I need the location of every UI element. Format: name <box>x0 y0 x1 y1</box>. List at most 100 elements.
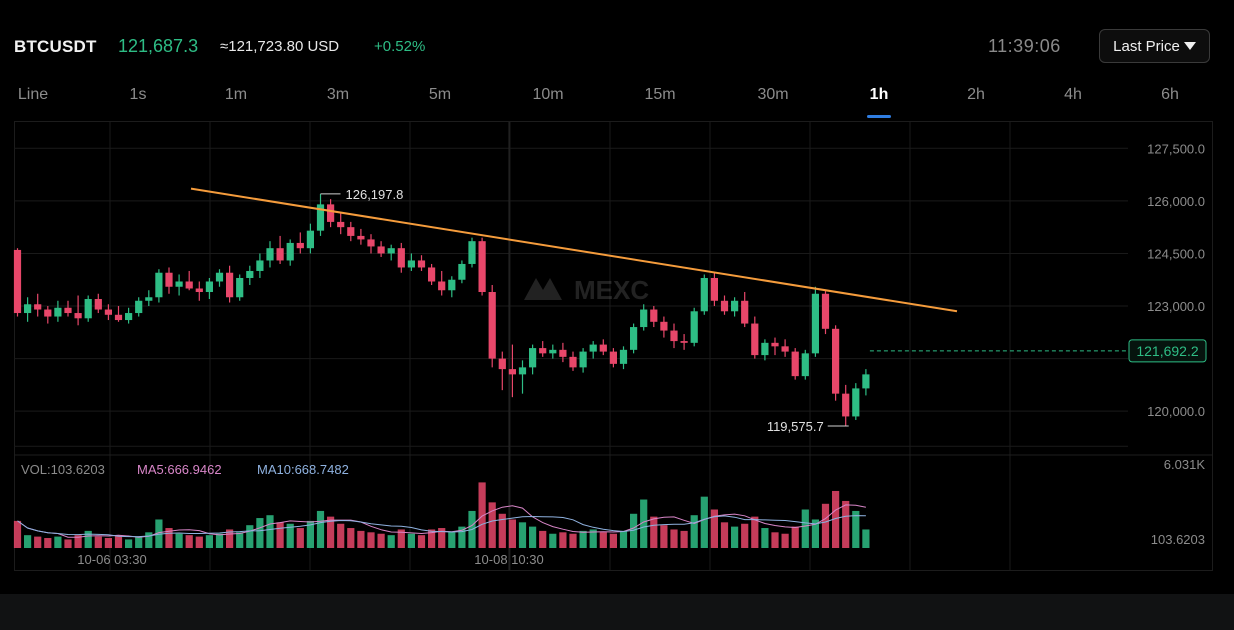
volume-bar <box>488 502 496 548</box>
candle-body <box>862 374 870 389</box>
ma10-legend: MA10:668.7482 <box>257 462 349 477</box>
tab-30m[interactable]: 30m <box>757 86 789 103</box>
tab-1s[interactable]: 1s <box>129 86 147 103</box>
candle-body <box>842 393 850 417</box>
candle-body <box>700 277 708 312</box>
candle-body <box>791 351 799 377</box>
candle-body <box>680 341 688 343</box>
volume-legend: VOL:103.6203 <box>21 462 105 477</box>
candle-body <box>660 321 668 331</box>
volume-bar <box>518 522 527 548</box>
volume-bar <box>852 510 860 548</box>
volume-bar <box>296 528 304 548</box>
volume-bar <box>417 535 426 548</box>
candle-body <box>549 349 557 354</box>
price-axis-label: 120,000.0 <box>1147 404 1205 419</box>
price-axis-label: 127,500.0 <box>1147 141 1205 156</box>
price-axis-label: 126,000.0 <box>1147 194 1205 209</box>
volume-bar <box>24 535 32 548</box>
candle-body <box>468 241 476 264</box>
volume-bar <box>660 525 668 548</box>
volume-bar <box>327 516 335 548</box>
tab-3m[interactable]: 3m <box>326 86 350 103</box>
volume-bar <box>821 503 830 548</box>
volume-bar <box>801 509 809 548</box>
volume-bar <box>508 519 516 548</box>
price-axis-label: 124,500.0 <box>1147 246 1205 261</box>
price-axis-label: 123,000.0 <box>1147 299 1205 314</box>
candle-body <box>559 349 567 357</box>
candle-body <box>650 309 658 322</box>
ma5-legend: MA5:666.9462 <box>137 462 222 477</box>
candle-body <box>236 277 244 298</box>
volume-bar <box>337 523 345 548</box>
candle-body <box>609 351 617 364</box>
candle-body <box>599 344 607 352</box>
tab-10m[interactable]: 10m <box>532 86 564 103</box>
tab-line[interactable]: Line <box>17 86 49 103</box>
volume-bar <box>256 518 264 548</box>
volume-bar <box>832 490 840 548</box>
candle-body <box>771 342 779 347</box>
symbol-name[interactable]: BTCUSDT <box>14 37 97 56</box>
candle-body <box>731 300 739 312</box>
volume-bar <box>670 529 678 548</box>
candle-body <box>155 272 163 298</box>
volume-bar <box>751 516 759 548</box>
volume-bar <box>185 535 193 548</box>
candle-body <box>327 204 335 222</box>
volume-bar <box>316 510 325 548</box>
candle-body <box>337 221 345 228</box>
volume-bar <box>690 515 698 548</box>
candle-body <box>165 272 173 287</box>
tab-2h[interactable]: 2h <box>967 86 985 103</box>
candle-body <box>377 246 385 254</box>
volume-bar <box>741 523 749 548</box>
candle-body <box>832 328 840 394</box>
ticker-header: BTCUSDT 121,687.3 ≈121,723.80 USD +0.52%… <box>0 0 1234 86</box>
candle-body <box>710 277 718 301</box>
candle-body <box>811 293 819 354</box>
volume-bar <box>478 482 486 548</box>
volume-bar <box>650 516 658 548</box>
candle-body <box>347 227 355 236</box>
tab-4h[interactable]: 4h <box>1064 86 1082 103</box>
candle-body <box>215 272 224 282</box>
candle-body <box>125 313 133 321</box>
low-price-label: 119,575.7 <box>767 419 824 434</box>
volume-axis-max: 6.031K <box>1164 457 1206 472</box>
current-price-tag <box>1128 339 1207 363</box>
candle-body <box>367 239 375 247</box>
volume-bar <box>619 530 628 548</box>
price-type-dropdown[interactable]: Last Price <box>1099 29 1210 63</box>
candle-body <box>518 367 527 375</box>
active-tab-indicator <box>867 115 891 118</box>
volume-bar <box>589 529 597 548</box>
candlestick-chart[interactable]: MEXC 126,197.8 119,575.7 121,692.2 127,500.0… <box>0 0 1234 594</box>
candle-body <box>690 311 698 343</box>
volume-bar <box>347 528 355 548</box>
volume-bar <box>599 532 607 548</box>
volume-bar <box>781 533 789 548</box>
tab-1h[interactable]: 1h <box>869 86 889 103</box>
volume-bar <box>44 538 52 548</box>
tab-5m[interactable]: 5m <box>428 86 452 103</box>
volume-bar <box>215 533 224 548</box>
candle-body <box>589 344 597 352</box>
candle-body <box>397 248 405 268</box>
tab-15m[interactable]: 15m <box>644 86 676 103</box>
volume-bar <box>84 530 92 548</box>
tab-6h[interactable]: 6h <box>1161 86 1179 103</box>
candle-body <box>498 358 506 370</box>
current-price-label: 121,692.2 <box>1136 343 1198 359</box>
volume-bar <box>104 538 112 548</box>
volume-bar <box>448 532 456 548</box>
volume-bar <box>761 528 769 548</box>
volume-bar <box>357 530 365 548</box>
volume-bar <box>377 533 385 548</box>
volume-bar <box>246 525 254 548</box>
volume-bar <box>54 536 62 548</box>
tab-1m[interactable]: 1m <box>224 86 248 103</box>
candle-body <box>508 369 516 375</box>
